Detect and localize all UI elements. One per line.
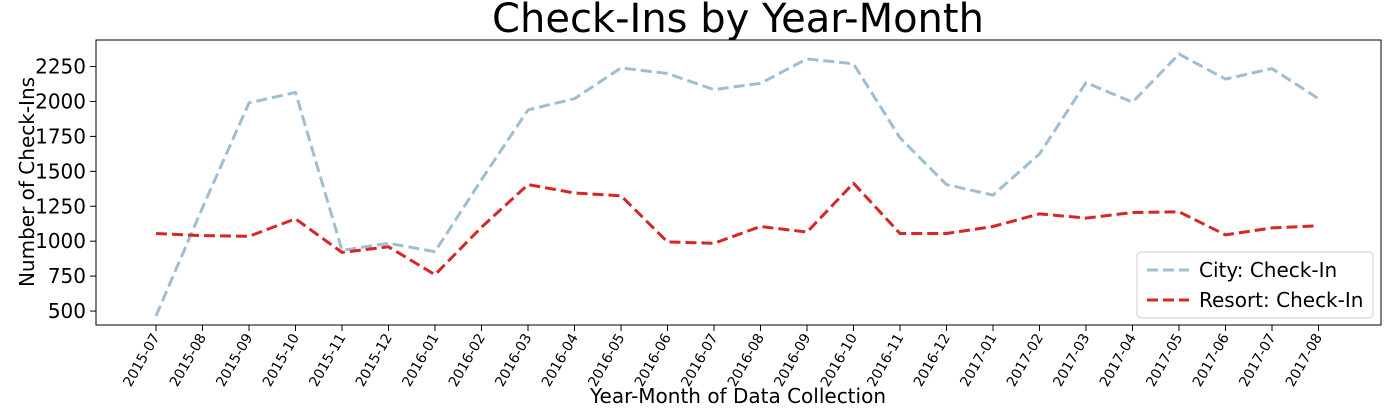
x-tick-label: 2017-07 bbox=[1236, 331, 1279, 390]
chart-title: Check-Ins by Year-Month bbox=[492, 0, 984, 42]
x-tick-label: 2017-04 bbox=[1097, 331, 1140, 390]
plot-frame bbox=[95, 39, 1382, 326]
x-tick-label: 2016-07 bbox=[678, 331, 721, 390]
x-tick-label: 2016-11 bbox=[864, 331, 907, 390]
x-tick-label: 2016-03 bbox=[492, 331, 535, 390]
x-tick-label: 2017-08 bbox=[1283, 331, 1326, 390]
x-tick-label: 2017-03 bbox=[1050, 331, 1093, 390]
y-tick-label: 1000 bbox=[35, 229, 86, 253]
y-tick-label: 750 bbox=[48, 264, 86, 288]
y-axis-label: Number of Check-Ins bbox=[15, 77, 39, 287]
x-tick-label: 2015-08 bbox=[167, 331, 210, 390]
y-tick-label: 1250 bbox=[35, 194, 86, 218]
x-axis-label: Year-Month of Data Collection bbox=[589, 384, 886, 408]
x-tick-label: 2016-02 bbox=[446, 331, 489, 390]
legend-box bbox=[1136, 251, 1374, 319]
x-tick-label: 2017-01 bbox=[957, 331, 1000, 390]
x-tick-label: 2017-02 bbox=[1004, 331, 1047, 390]
y-tick-label: 1500 bbox=[35, 159, 86, 183]
x-tick-label: 2016-12 bbox=[911, 331, 954, 390]
x-tick-label: 2016-06 bbox=[632, 331, 675, 390]
x-tick-label: 2015-12 bbox=[353, 331, 396, 390]
x-tick-label: 2015-11 bbox=[306, 331, 349, 390]
y-tick-label: 500 bbox=[48, 299, 86, 323]
y-tick-label: 2000 bbox=[35, 89, 86, 113]
series-line-resort bbox=[155, 181, 1319, 277]
x-tick-label: 2015-09 bbox=[213, 331, 256, 390]
x-tick-label: 2016-05 bbox=[585, 331, 628, 390]
x-tick-label: 2017-06 bbox=[1190, 331, 1233, 390]
x-tick-label: 2017-05 bbox=[1143, 331, 1186, 390]
x-tick-label: 2016-09 bbox=[771, 331, 814, 390]
legend-label: Resort: Check-In bbox=[1199, 288, 1363, 312]
x-tick-label: 2015-10 bbox=[260, 331, 303, 390]
y-tick-label: 1750 bbox=[35, 124, 86, 148]
x-tick-label: 2016-04 bbox=[539, 331, 582, 390]
legend-label: City: Check-In bbox=[1199, 258, 1337, 282]
x-tick-label: 2016-01 bbox=[399, 331, 442, 390]
series-line-city bbox=[154, 52, 1320, 317]
y-tick-label: 2250 bbox=[35, 55, 86, 79]
x-tick-label: 2015-07 bbox=[120, 331, 163, 390]
x-tick-label: 2016-08 bbox=[725, 331, 768, 390]
legend: City: Check-In Resort: Check-In bbox=[1136, 251, 1374, 319]
x-tick-label: 2016-10 bbox=[818, 331, 861, 390]
